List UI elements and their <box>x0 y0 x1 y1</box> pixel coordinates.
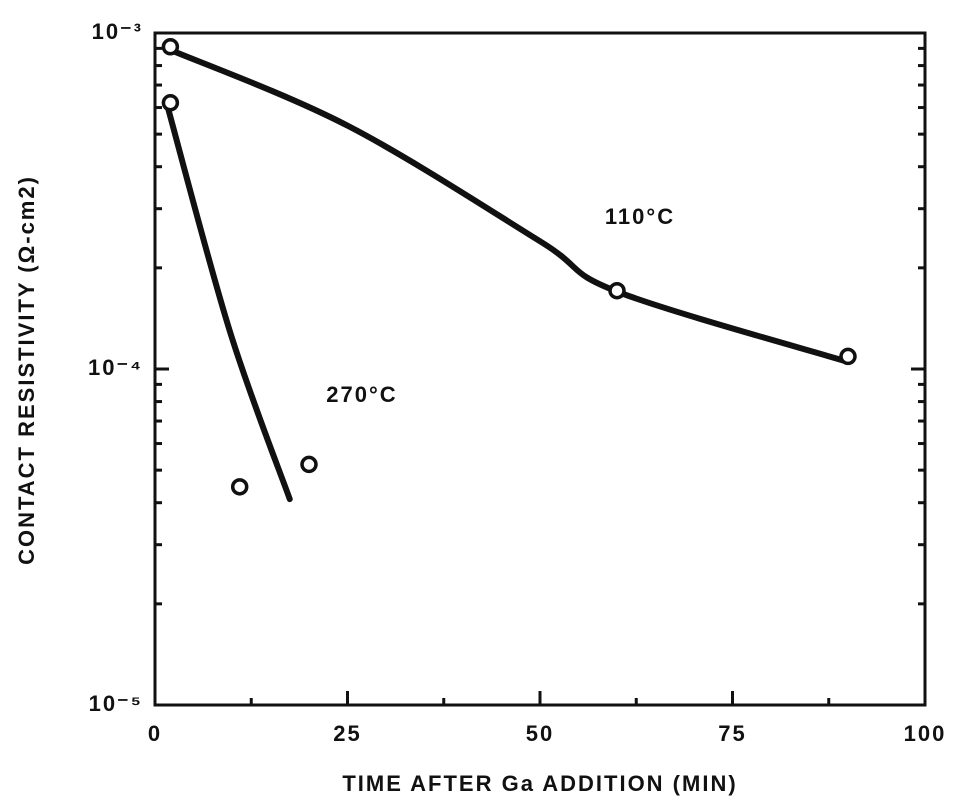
x-tick-label: 0 <box>148 721 162 746</box>
x-tick-label: 75 <box>718 721 746 746</box>
x-tick-label: 25 <box>333 721 361 746</box>
x-tick-label: 100 <box>904 721 947 746</box>
plot-frame <box>153 31 927 707</box>
y-axis-label: CONTACT RESISTIVITY (Ω-cm2) <box>14 175 39 565</box>
data-point <box>230 478 249 496</box>
data-point <box>300 455 318 474</box>
fit-curve <box>163 99 293 503</box>
fit-curve <box>163 45 851 365</box>
data-point <box>608 281 626 300</box>
x-tick-label: 50 <box>526 721 554 746</box>
y-tick-label: 10⁻³ <box>92 19 143 44</box>
y-tick-label: 10⁻⁴ <box>88 355 143 380</box>
series-label: 110°C <box>605 204 675 229</box>
data-point <box>161 94 180 112</box>
series-label: 270°C <box>326 382 397 407</box>
data-point <box>161 38 180 56</box>
y-tick-label: 10⁻⁵ <box>89 691 143 716</box>
x-axis-label: TIME AFTER Ga ADDITION (MIN) <box>342 771 737 796</box>
data-point <box>839 347 857 366</box>
